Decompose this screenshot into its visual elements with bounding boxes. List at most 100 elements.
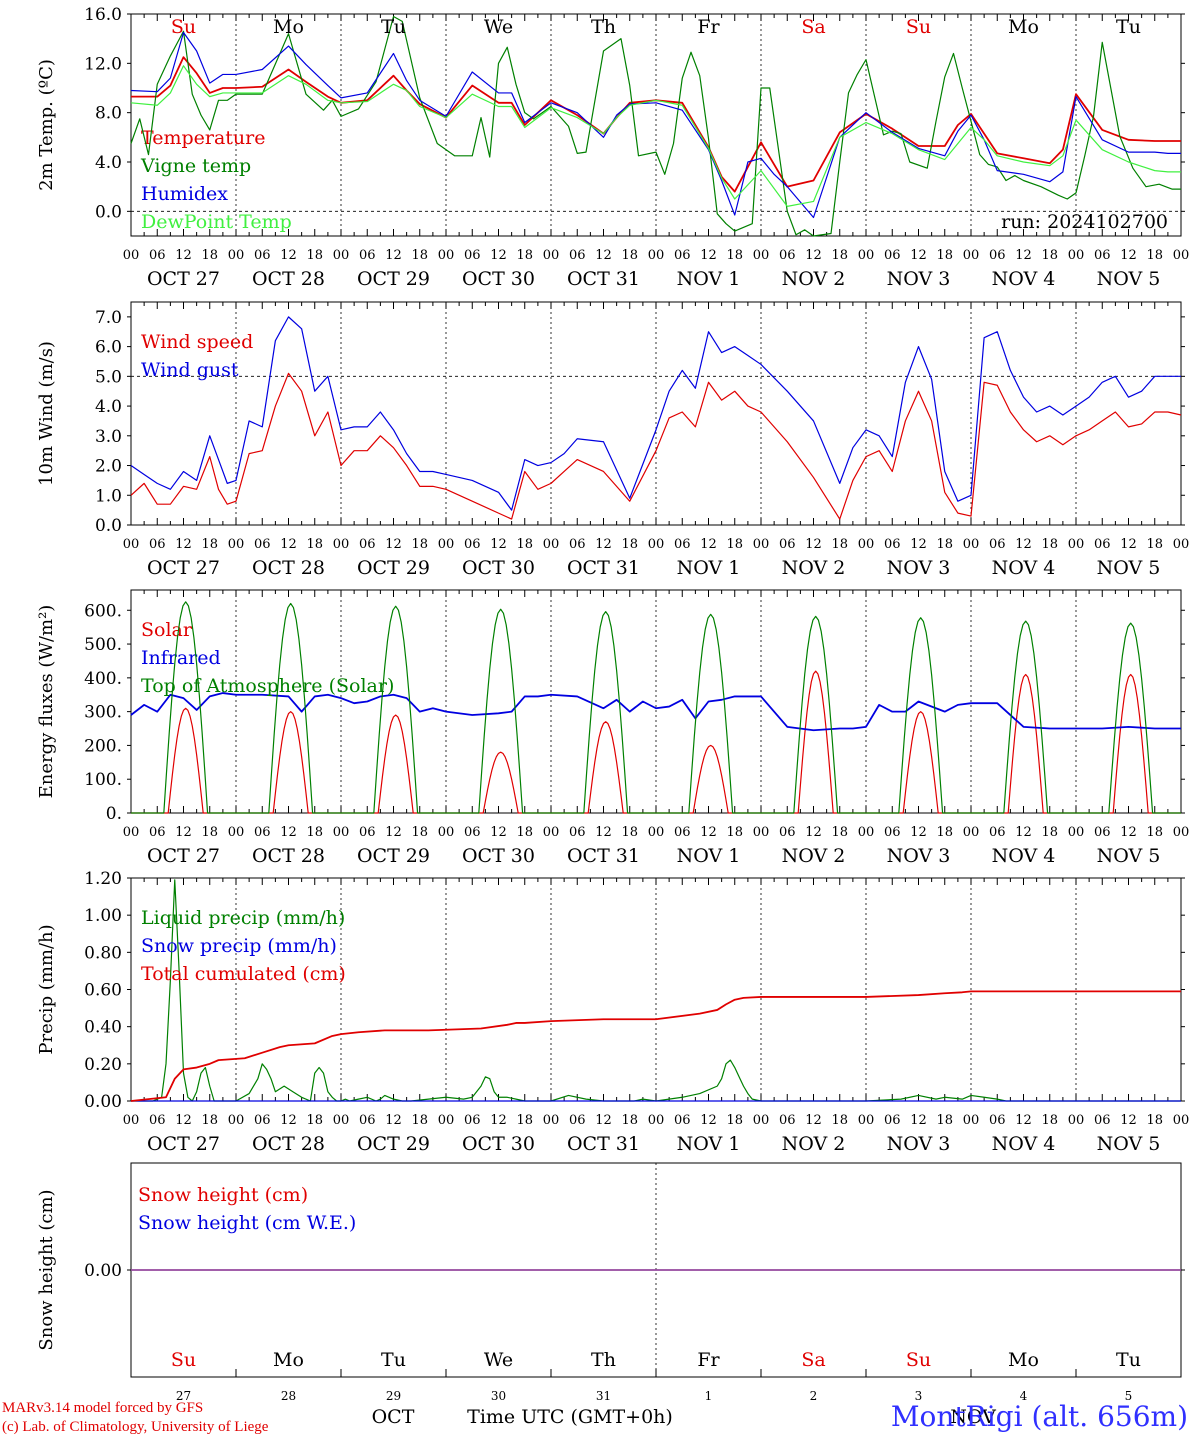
hour-tick-label: 06 [464, 1113, 481, 1128]
y-tick-label: 200. [84, 736, 122, 756]
legend-entry: Top of Atmosphere (Solar) [141, 675, 394, 697]
hour-tick-label: 18 [726, 825, 743, 840]
hour-tick-label: 18 [516, 825, 533, 840]
hour-tick-label: 06 [1094, 825, 1111, 840]
hour-tick-label: 06 [779, 825, 796, 840]
hour-tick-label: 12 [175, 1113, 192, 1128]
day-name-bottom: Su [906, 1349, 931, 1371]
hour-tick-label: 18 [201, 1113, 218, 1128]
hour-tick-label: 12 [490, 248, 507, 263]
y-axis-label: Snow height (cm) [36, 1189, 57, 1350]
model-credit-line-2: (c) Lab. of Climatology, University of L… [2, 1419, 269, 1435]
hour-tick-label: 06 [989, 537, 1006, 552]
hour-tick-label: 12 [175, 537, 192, 552]
panel-2: 0.0 1.0 2.0 3.0 4.0 5.0 6.0 7.0 10m Wind (m/s) 00… [36, 301, 1190, 579]
day-label: OCT 30 [462, 557, 535, 579]
y-tick-label: 16.0 [84, 5, 122, 25]
day-name-top: Tu [381, 16, 406, 38]
hour-tick-label: 06 [464, 537, 481, 552]
hour-tick-label: 00 [963, 537, 980, 552]
hour-tick-label: 06 [674, 248, 691, 263]
hour-tick-label: 06 [149, 1113, 166, 1128]
day-name-bottom: Sa [801, 1349, 825, 1371]
hour-tick-label: 00 [1173, 248, 1190, 263]
hour-tick-label: 12 [910, 825, 927, 840]
hour-tick-label: 00 [963, 1113, 980, 1128]
hour-tick-label: 12 [910, 537, 927, 552]
day-label: NOV 5 [1097, 845, 1161, 867]
hour-tick-label: 12 [385, 537, 402, 552]
legend-entry: Humidex [141, 183, 228, 205]
hour-tick-label: 00 [1173, 537, 1190, 552]
hour-tick-label: 18 [831, 825, 848, 840]
hour-tick-label: 18 [831, 537, 848, 552]
hour-tick-label: 00 [228, 248, 245, 263]
hour-tick-label: 06 [884, 1113, 901, 1128]
hour-tick-label: 00 [543, 537, 560, 552]
day-number: 28 [281, 1389, 296, 1403]
hour-tick-label: 12 [595, 1113, 612, 1128]
hour-tick-label: 18 [726, 1113, 743, 1128]
day-label: NOV 5 [1097, 1133, 1161, 1155]
hour-tick-label: 18 [1041, 537, 1058, 552]
hour-tick-label: 00 [1068, 248, 1085, 263]
hour-tick-label: 06 [989, 248, 1006, 263]
hour-tick-label: 18 [1146, 248, 1163, 263]
series-line-2 [130, 990, 1181, 1102]
run-label: run: 2024102700 [1001, 211, 1168, 233]
y-tick-label: 0.0 [95, 516, 122, 536]
hour-tick-label: 18 [201, 825, 218, 840]
hour-tick-label: 06 [359, 1113, 376, 1128]
day-name-bottom: Th [591, 1349, 616, 1371]
hour-tick-label: 06 [779, 1113, 796, 1128]
day-label: NOV 3 [887, 268, 951, 290]
hour-tick-label: 12 [1120, 825, 1137, 840]
hour-tick-label: 18 [1146, 825, 1163, 840]
day-name-top: Su [171, 16, 196, 38]
hour-tick-label: 18 [621, 537, 638, 552]
hour-tick-label: 06 [884, 537, 901, 552]
day-number: 3 [915, 1389, 923, 1403]
hour-tick-label: 06 [1094, 248, 1111, 263]
hour-tick-label: 06 [779, 248, 796, 263]
y-axis-label: 10m Wind (m/s) [36, 341, 57, 486]
station-name: MontRigi (alt. 656m) [890, 1400, 1188, 1433]
hour-tick-label: 12 [280, 825, 297, 840]
hour-tick-label: 12 [595, 248, 612, 263]
hour-tick-label: 12 [490, 1113, 507, 1128]
hour-tick-label: 00 [228, 1113, 245, 1128]
y-tick-label: 0.40 [84, 1018, 122, 1038]
day-label: NOV 2 [782, 557, 846, 579]
y-tick-label: 1.0 [95, 486, 122, 506]
hour-tick-label: 12 [280, 1113, 297, 1128]
hour-tick-label: 00 [333, 537, 350, 552]
day-number: 1 [705, 1389, 713, 1403]
hour-tick-label: 12 [385, 825, 402, 840]
hour-tick-label: 00 [753, 248, 770, 263]
day-label: NOV 2 [782, 1133, 846, 1155]
hour-tick-label: 12 [280, 248, 297, 263]
day-label: NOV 5 [1097, 557, 1161, 579]
day-label: NOV 1 [677, 1133, 741, 1155]
hour-tick-label: 00 [438, 537, 455, 552]
day-label: OCT 31 [567, 268, 640, 290]
hour-tick-label: 00 [858, 537, 875, 552]
y-tick-label: 8.0 [95, 104, 122, 124]
day-label: NOV 5 [1097, 268, 1161, 290]
hour-tick-label: 18 [306, 248, 323, 263]
hour-tick-label: 18 [936, 1113, 953, 1128]
hour-tick-label: 12 [1015, 1113, 1032, 1128]
day-label: NOV 1 [677, 845, 741, 867]
hour-tick-label: 00 [753, 1113, 770, 1128]
hour-tick-label: 00 [123, 1113, 140, 1128]
hour-tick-label: 06 [569, 537, 586, 552]
hour-tick-label: 18 [411, 537, 428, 552]
y-tick-label: 500. [84, 635, 122, 655]
y-axis-label: Precip (mm/h) [36, 924, 57, 1054]
hour-tick-label: 12 [700, 248, 717, 263]
hour-tick-label: 12 [595, 825, 612, 840]
day-label: OCT 28 [252, 557, 325, 579]
day-label: OCT 28 [252, 268, 325, 290]
hour-tick-label: 06 [1094, 1113, 1111, 1128]
hour-tick-label: 18 [1146, 537, 1163, 552]
